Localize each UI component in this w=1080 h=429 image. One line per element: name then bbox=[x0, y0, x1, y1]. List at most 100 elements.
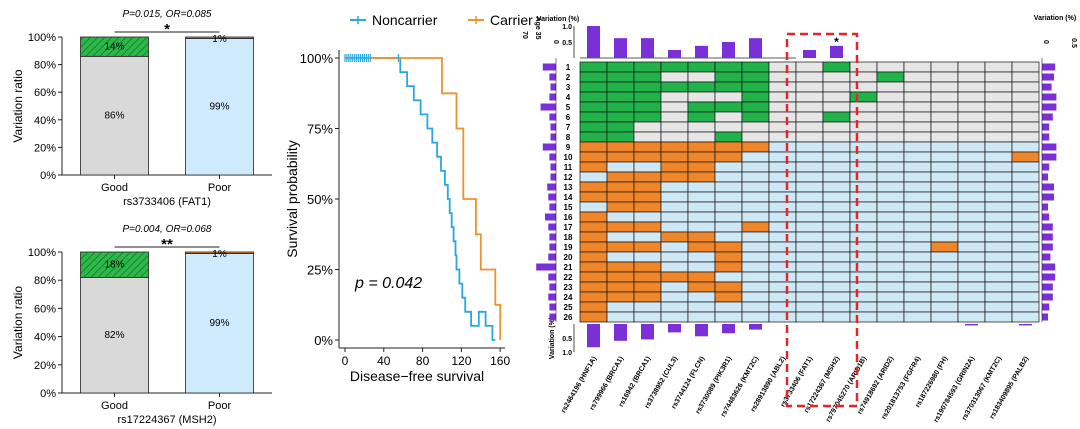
heatmap-cell bbox=[687, 191, 716, 203]
heatmap-cell bbox=[822, 201, 851, 213]
heatmap-cell bbox=[768, 211, 797, 223]
heatmap-cell bbox=[606, 181, 635, 193]
heatmap-cell bbox=[633, 101, 662, 113]
heatmap-cell bbox=[714, 81, 743, 93]
left-age-bar bbox=[548, 193, 556, 201]
x-tick-label: 120 bbox=[451, 354, 471, 368]
row-label: 7 bbox=[566, 123, 571, 132]
heatmap-cell bbox=[633, 91, 662, 103]
right-variation-bar bbox=[1042, 63, 1056, 71]
left-age-bar bbox=[548, 253, 556, 261]
significance-stars: * bbox=[164, 21, 170, 38]
heatmap-cell bbox=[714, 281, 743, 293]
y-tick-label: 0% bbox=[40, 170, 56, 182]
left-age-bar bbox=[542, 63, 556, 71]
x-tick-label: 0 bbox=[342, 354, 349, 368]
heatmap-cell bbox=[795, 191, 824, 203]
heatmap-cell bbox=[579, 131, 608, 143]
heatmap-cell bbox=[849, 211, 878, 223]
right-variation-bar bbox=[1042, 203, 1048, 211]
heatmap-cell bbox=[849, 221, 878, 233]
heatmap-cell bbox=[741, 301, 770, 313]
heatmap-cell bbox=[687, 241, 716, 253]
heatmap-cell bbox=[660, 201, 689, 213]
heatmap-cell bbox=[795, 161, 824, 173]
heatmap-cell bbox=[957, 191, 986, 203]
heatmap-cell bbox=[768, 221, 797, 233]
heatmap-cell bbox=[1011, 91, 1040, 103]
heatmap-cell bbox=[768, 101, 797, 113]
heatmap-cell bbox=[606, 71, 635, 83]
left-age-bar bbox=[549, 203, 556, 211]
row-label: 18 bbox=[564, 233, 573, 242]
heatmap-cell bbox=[822, 171, 851, 183]
right-variation-bar bbox=[1042, 93, 1057, 101]
heatmap-cell bbox=[849, 281, 878, 293]
heatmap-cell bbox=[579, 121, 608, 133]
heatmap-cell bbox=[822, 161, 851, 173]
heatmap-cell bbox=[795, 141, 824, 153]
heatmap-cell bbox=[849, 121, 878, 133]
p-value-annotation: P=0.004, OR=0.068 bbox=[123, 224, 212, 235]
x-tick-label: 160 bbox=[490, 354, 510, 368]
row-label: 20 bbox=[564, 253, 573, 262]
heatmap-cell bbox=[714, 271, 743, 283]
heatmap-cell bbox=[903, 221, 932, 233]
heatmap-cell bbox=[579, 281, 608, 293]
heatmap-cell bbox=[660, 171, 689, 183]
heatmap-cell bbox=[930, 251, 959, 263]
y-tick-label: 80% bbox=[34, 60, 56, 72]
heatmap-cell bbox=[849, 81, 878, 93]
heatmap-cell bbox=[714, 71, 743, 83]
bar-noncarrier bbox=[185, 37, 254, 176]
heatmap-cell bbox=[849, 61, 878, 73]
heatmap-cell bbox=[795, 311, 824, 323]
heatmap-cell bbox=[1011, 121, 1040, 133]
bar-label-carrier: 1% bbox=[212, 34, 227, 45]
heatmap-cell bbox=[930, 71, 959, 83]
right-variation-bar bbox=[1042, 313, 1048, 321]
heatmap-cell bbox=[660, 141, 689, 153]
heatmap-cell bbox=[768, 81, 797, 93]
row-label: 14 bbox=[564, 193, 573, 202]
heatmap-cell bbox=[633, 221, 662, 233]
x-tick-label: Poor bbox=[208, 182, 232, 194]
heatmap-cell bbox=[849, 241, 878, 253]
heatmap-cell bbox=[984, 221, 1013, 233]
heatmap-cell bbox=[579, 151, 608, 163]
heatmap-cell bbox=[768, 121, 797, 133]
heatmap-cell bbox=[903, 101, 932, 113]
heatmap-cell bbox=[633, 191, 662, 203]
right-variation-bar bbox=[1042, 173, 1048, 181]
heatmap-cell bbox=[768, 141, 797, 153]
heatmap-cell bbox=[795, 301, 824, 313]
heatmap-cell bbox=[903, 281, 932, 293]
heatmap-cell bbox=[822, 271, 851, 283]
heatmap-cell bbox=[822, 231, 851, 243]
heatmap-cell bbox=[633, 111, 662, 123]
heatmap-cell bbox=[579, 201, 608, 213]
heatmap-cell bbox=[660, 161, 689, 173]
heatmap-cell bbox=[984, 111, 1013, 123]
heatmap-cell bbox=[687, 81, 716, 93]
y-tick-label: 80% bbox=[34, 275, 56, 287]
left-age-bar bbox=[540, 103, 556, 111]
y-tick-label: 40% bbox=[34, 332, 56, 344]
heatmap-cell bbox=[957, 121, 986, 133]
heatmap-cell bbox=[984, 181, 1013, 193]
heatmap-cell bbox=[714, 211, 743, 223]
heatmap-cell bbox=[1011, 81, 1040, 93]
heatmap-cell bbox=[741, 211, 770, 223]
heatmap-cell bbox=[660, 131, 689, 143]
heatmap-cell bbox=[903, 71, 932, 83]
heatmap-cell bbox=[795, 221, 824, 233]
heatmap-cell bbox=[579, 231, 608, 243]
bottom-variation-bar bbox=[695, 324, 708, 337]
heatmap-cell bbox=[984, 161, 1013, 173]
heatmap-cell bbox=[687, 131, 716, 143]
heatmap-cell bbox=[957, 241, 986, 253]
heatmap-cell bbox=[930, 161, 959, 173]
heatmap-cell bbox=[606, 291, 635, 303]
heatmap-cell bbox=[606, 151, 635, 163]
y-tick-label: 25% bbox=[307, 263, 333, 278]
